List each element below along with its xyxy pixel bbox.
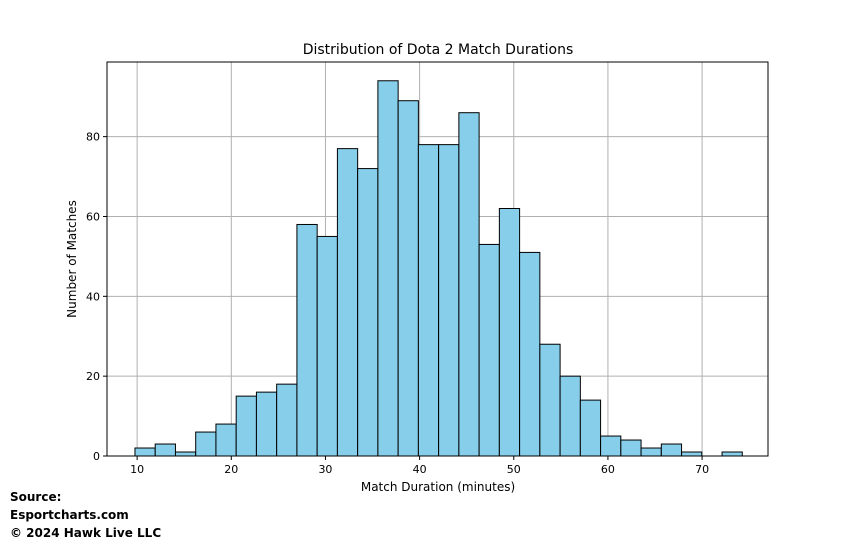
x-tick-label: 20 — [224, 463, 238, 476]
plot-frame — [106, 61, 769, 457]
bars-layer — [134, 80, 743, 457]
histogram-bar — [336, 148, 359, 457]
histogram-bar — [195, 431, 217, 457]
histogram-bar — [235, 395, 257, 457]
histogram-bar — [154, 443, 176, 457]
histogram-bar — [620, 439, 642, 457]
x-tick-label: 60 — [601, 463, 615, 476]
histogram-bar — [377, 80, 399, 457]
histogram-bar — [539, 343, 561, 457]
copyright-notice: © 2024 Hawk Live LLC — [10, 526, 162, 540]
histogram-bar — [276, 383, 298, 457]
histogram-bar — [600, 435, 622, 457]
y-tick-label: 80 — [86, 131, 100, 144]
histogram-bar — [519, 251, 541, 457]
chart-title: Distribution of Dota 2 Match Durations — [303, 42, 574, 58]
ticks-layer: 10 20 30 40 50 60 70 0 20 40 60 80 — [86, 131, 709, 476]
x-tick-label: 10 — [130, 463, 144, 476]
y-tick-label: 20 — [86, 370, 100, 383]
source-url: Esportcharts.com — [10, 508, 129, 522]
y-tick-label: 40 — [86, 290, 100, 303]
histogram-bar — [174, 451, 197, 457]
histogram-bar — [579, 399, 602, 457]
histogram-bar — [640, 447, 662, 457]
histogram-bar — [458, 112, 480, 457]
histogram-bar — [438, 144, 460, 457]
histogram-bar — [681, 451, 703, 457]
histogram-bar — [397, 100, 419, 457]
histogram-bar — [721, 451, 743, 457]
x-tick-label: 30 — [318, 463, 332, 476]
y-tick-label: 60 — [86, 210, 100, 223]
histogram-bar — [134, 447, 156, 457]
histogram-bar — [417, 144, 440, 457]
histogram-bar — [357, 168, 379, 457]
x-tick-label: 70 — [695, 463, 709, 476]
histogram-bar — [660, 443, 683, 457]
histogram-bar — [296, 223, 318, 457]
x-tick-label: 40 — [413, 463, 427, 476]
x-axis-label: Match Duration (minutes) — [361, 480, 515, 494]
histogram-bar — [498, 208, 521, 457]
histogram-bar — [478, 243, 500, 457]
histogram-bar — [215, 423, 237, 457]
source-line-1: Source: — [10, 490, 62, 504]
histogram-bar — [255, 391, 278, 457]
y-tick-label: 0 — [93, 450, 100, 463]
histogram-bar — [316, 235, 338, 457]
histogram-bar — [559, 375, 581, 457]
y-axis-label: Number of Matches — [65, 200, 79, 318]
x-tick-label: 50 — [507, 463, 521, 476]
